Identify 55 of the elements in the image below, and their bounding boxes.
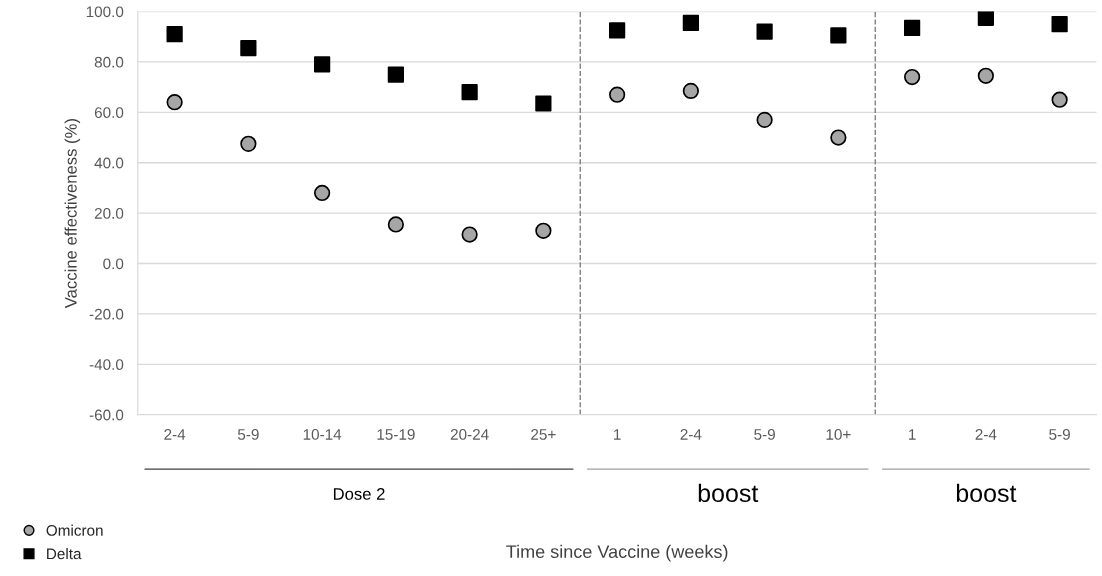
point	[609, 22, 626, 39]
point	[387, 66, 404, 83]
point	[535, 95, 552, 112]
y-tick-label: -60.0	[89, 409, 124, 421]
point	[756, 111, 773, 128]
text: Dose 2	[333, 488, 385, 500]
y-tick-label: 0.0	[103, 258, 124, 270]
y-tick-label: 100.0	[86, 6, 124, 18]
point	[461, 84, 478, 101]
x-tick-label: 10+	[826, 429, 851, 440]
point	[166, 26, 183, 43]
point	[903, 19, 921, 37]
point	[166, 94, 183, 111]
y-axis-title: Vaccine effectiveness (%)	[64, 119, 81, 309]
point	[240, 39, 257, 57]
legend-label: Omicron	[46, 524, 103, 536]
x-tick-label: 1	[909, 429, 916, 440]
x-tick-label: 2-4	[680, 429, 702, 440]
point	[609, 86, 626, 103]
point	[682, 14, 699, 31]
y-tick-label: 20.0	[94, 207, 124, 219]
x-tick-label: 2-4	[975, 429, 997, 440]
point	[830, 129, 847, 146]
point	[682, 82, 699, 100]
x-tick-label: 15-19	[377, 429, 415, 440]
text: boost	[698, 483, 759, 503]
point	[1051, 16, 1068, 33]
point	[314, 184, 331, 202]
x-tick-label: 2-4	[164, 429, 186, 440]
x-tick-label: 1	[614, 429, 621, 440]
y-tick-label: -20.0	[89, 308, 124, 320]
point	[314, 56, 331, 73]
point	[1051, 91, 1068, 108]
text: Time since Vaccine (weeks)	[506, 544, 728, 562]
x-tick-label: 25+	[531, 429, 556, 440]
point	[977, 67, 994, 84]
point	[830, 27, 847, 44]
y-tick-label: 40.0	[94, 157, 124, 169]
x-tick-label: 10-14	[303, 429, 342, 440]
x-tick-label: 5-9	[754, 429, 775, 440]
point	[977, 11, 994, 26]
point	[903, 68, 921, 86]
point	[756, 23, 773, 40]
point	[387, 216, 404, 233]
text: boost	[956, 483, 1017, 503]
x-tick-label: 5-9	[1049, 429, 1070, 440]
y-tick-label: 80.0	[94, 56, 124, 68]
point	[535, 222, 552, 239]
point	[240, 135, 257, 152]
legend-label: Delta	[47, 548, 82, 560]
y-tick-label: 60.0	[94, 107, 124, 119]
y-tick-label: -40.0	[89, 359, 124, 371]
x-tick-label: 20-24	[450, 429, 489, 440]
x-tick-label: 5-9	[237, 429, 259, 440]
point	[461, 226, 478, 243]
